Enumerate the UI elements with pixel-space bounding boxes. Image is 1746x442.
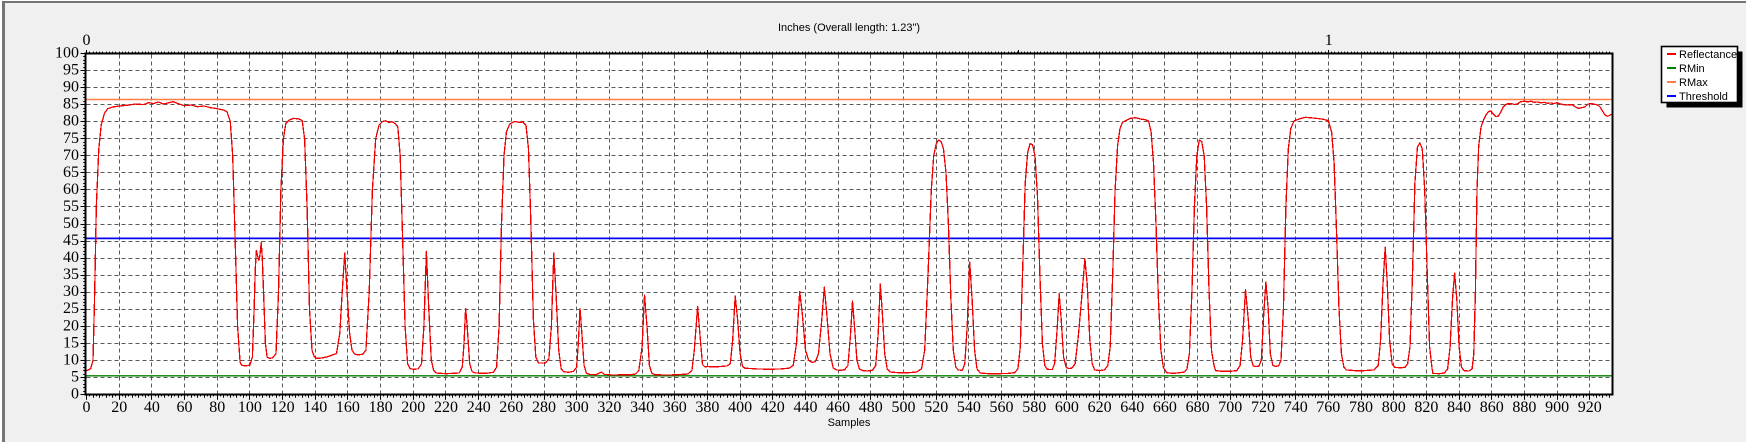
svg-text:40: 40 [63,249,79,266]
svg-text:50: 50 [63,215,79,232]
svg-text:20: 20 [111,399,127,416]
svg-text:80: 80 [63,113,79,130]
svg-text:340: 340 [630,399,654,416]
svg-text:25: 25 [63,300,79,317]
svg-text:720: 720 [1251,399,1275,416]
svg-text:5: 5 [71,368,79,385]
svg-text:95: 95 [63,62,79,79]
svg-text:360: 360 [663,399,687,416]
svg-text:380: 380 [695,399,719,416]
svg-text:880: 880 [1512,399,1536,416]
svg-text:500: 500 [892,399,916,416]
svg-text:55: 55 [63,198,79,215]
svg-text:160: 160 [336,399,360,416]
svg-text:35: 35 [63,266,79,283]
svg-text:420: 420 [761,399,785,416]
svg-text:620: 620 [1088,399,1112,416]
svg-text:900: 900 [1545,399,1569,416]
svg-text:45: 45 [63,232,79,249]
svg-text:220: 220 [434,399,458,416]
svg-text:440: 440 [794,399,818,416]
svg-text:Threshold: Threshold [1679,91,1728,103]
svg-text:80: 80 [209,399,225,416]
svg-text:1: 1 [1325,32,1333,49]
svg-text:300: 300 [565,399,589,416]
svg-text:520: 520 [924,399,948,416]
svg-text:60: 60 [177,399,193,416]
svg-text:660: 660 [1153,399,1177,416]
svg-text:65: 65 [63,164,79,181]
svg-text:740: 740 [1284,399,1308,416]
svg-text:820: 820 [1414,399,1438,416]
svg-text:400: 400 [728,399,752,416]
svg-text:840: 840 [1447,399,1471,416]
svg-text:600: 600 [1055,399,1079,416]
svg-text:30: 30 [63,283,79,300]
svg-text:40: 40 [144,399,160,416]
svg-text:RMax: RMax [1679,77,1708,89]
svg-text:120: 120 [271,399,295,416]
svg-text:70: 70 [63,147,79,164]
svg-text:680: 680 [1186,399,1210,416]
svg-text:20: 20 [63,317,79,334]
svg-text:460: 460 [826,399,850,416]
svg-text:Reflectance: Reflectance [1679,49,1737,61]
svg-text:260: 260 [499,399,523,416]
svg-text:580: 580 [1022,399,1046,416]
svg-text:15: 15 [63,334,79,351]
svg-text:0: 0 [83,32,91,49]
svg-text:0: 0 [71,386,79,403]
svg-text:480: 480 [859,399,883,416]
svg-text:0: 0 [83,399,91,416]
svg-text:800: 800 [1382,399,1406,416]
svg-text:90: 90 [63,79,79,96]
svg-text:RMin: RMin [1679,63,1705,75]
svg-text:640: 640 [1120,399,1144,416]
svg-text:Inches (Overall length: 1.23"): Inches (Overall length: 1.23") [778,22,920,34]
svg-text:760: 760 [1316,399,1340,416]
svg-text:180: 180 [369,399,393,416]
svg-text:540: 540 [957,399,981,416]
svg-text:85: 85 [63,96,79,113]
svg-text:75: 75 [63,130,79,147]
svg-text:60: 60 [63,181,79,198]
svg-text:560: 560 [990,399,1014,416]
svg-text:920: 920 [1578,399,1602,416]
svg-text:700: 700 [1218,399,1242,416]
svg-text:100: 100 [238,399,262,416]
svg-text:280: 280 [532,399,556,416]
svg-text:240: 240 [467,399,491,416]
svg-text:200: 200 [401,399,425,416]
svg-text:780: 780 [1349,399,1373,416]
svg-text:140: 140 [303,399,327,416]
svg-text:860: 860 [1480,399,1504,416]
svg-text:Samples: Samples [828,417,871,429]
svg-text:100: 100 [55,45,79,62]
svg-text:10: 10 [63,351,79,368]
svg-text:320: 320 [597,399,621,416]
